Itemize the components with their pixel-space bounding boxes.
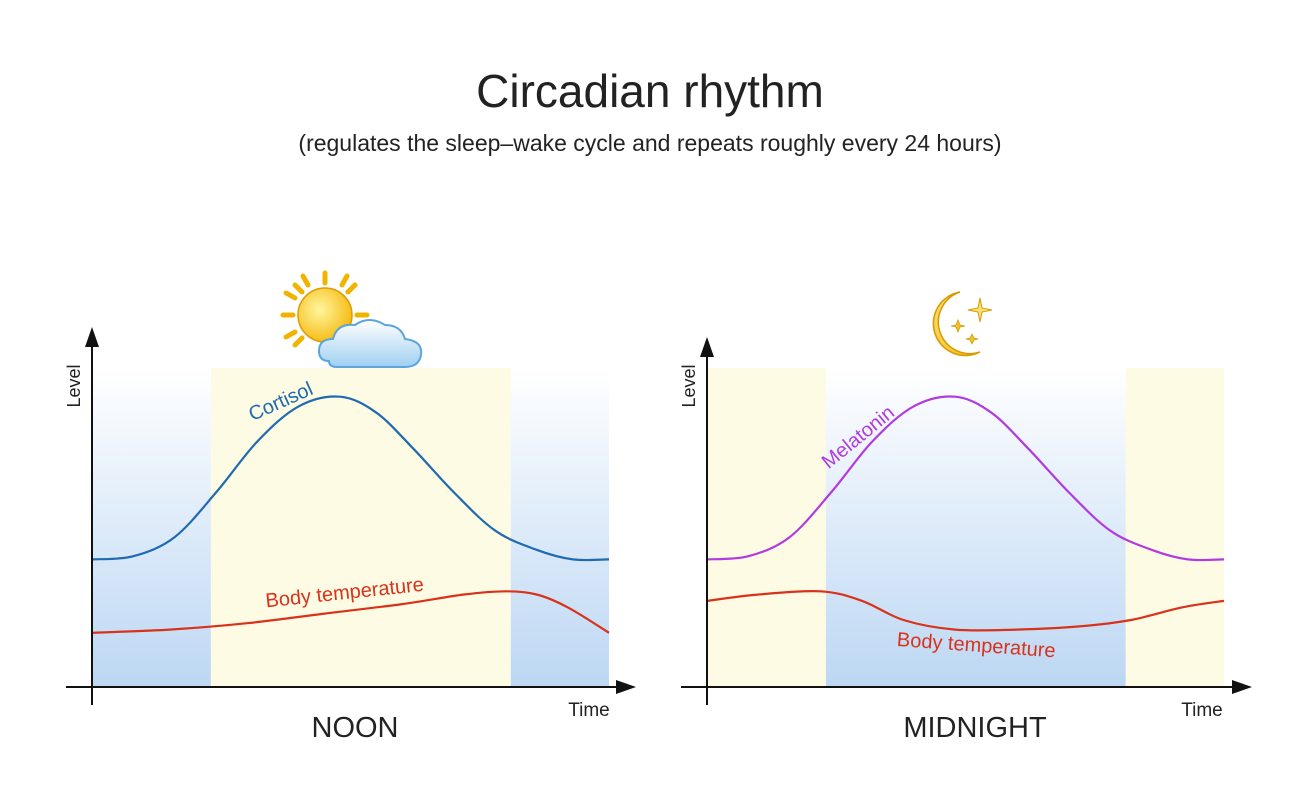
night-band	[92, 368, 211, 687]
panel-caption: NOON	[312, 712, 399, 744]
day-band	[1125, 368, 1224, 687]
x-axis-arrow-icon	[616, 680, 636, 694]
body-temperature-curve	[706, 589, 1225, 632]
page-subtitle: (regulates the sleep–wake cycle and repe…	[298, 130, 1002, 156]
body-temperature-curve	[91, 590, 610, 634]
sun-cloud-icon	[280, 270, 423, 368]
day-band	[210, 368, 511, 687]
noon-axes	[66, 327, 636, 705]
cortisol-curve	[91, 395, 610, 562]
midnight-axes	[681, 337, 1252, 705]
midnight-background-bands	[707, 368, 1224, 687]
noon-background-bands	[92, 368, 609, 687]
y-axis-label: Level	[679, 364, 699, 407]
night-band	[510, 368, 609, 687]
x-axis-arrow-icon	[1232, 680, 1252, 694]
day-band	[707, 368, 826, 687]
page-title: Circadian rhythm	[476, 65, 824, 117]
panel-caption: MIDNIGHT	[903, 712, 1047, 744]
night-band	[825, 368, 1126, 687]
x-axis-label: Time	[1181, 700, 1223, 721]
moon-stars-icon	[932, 291, 993, 357]
y-axis-label: Level	[64, 364, 84, 407]
x-axis-label: Time	[568, 700, 610, 721]
melatonin-curve	[706, 395, 1225, 562]
y-axis-arrow-icon	[700, 337, 714, 357]
y-axis-arrow-icon	[85, 327, 99, 347]
